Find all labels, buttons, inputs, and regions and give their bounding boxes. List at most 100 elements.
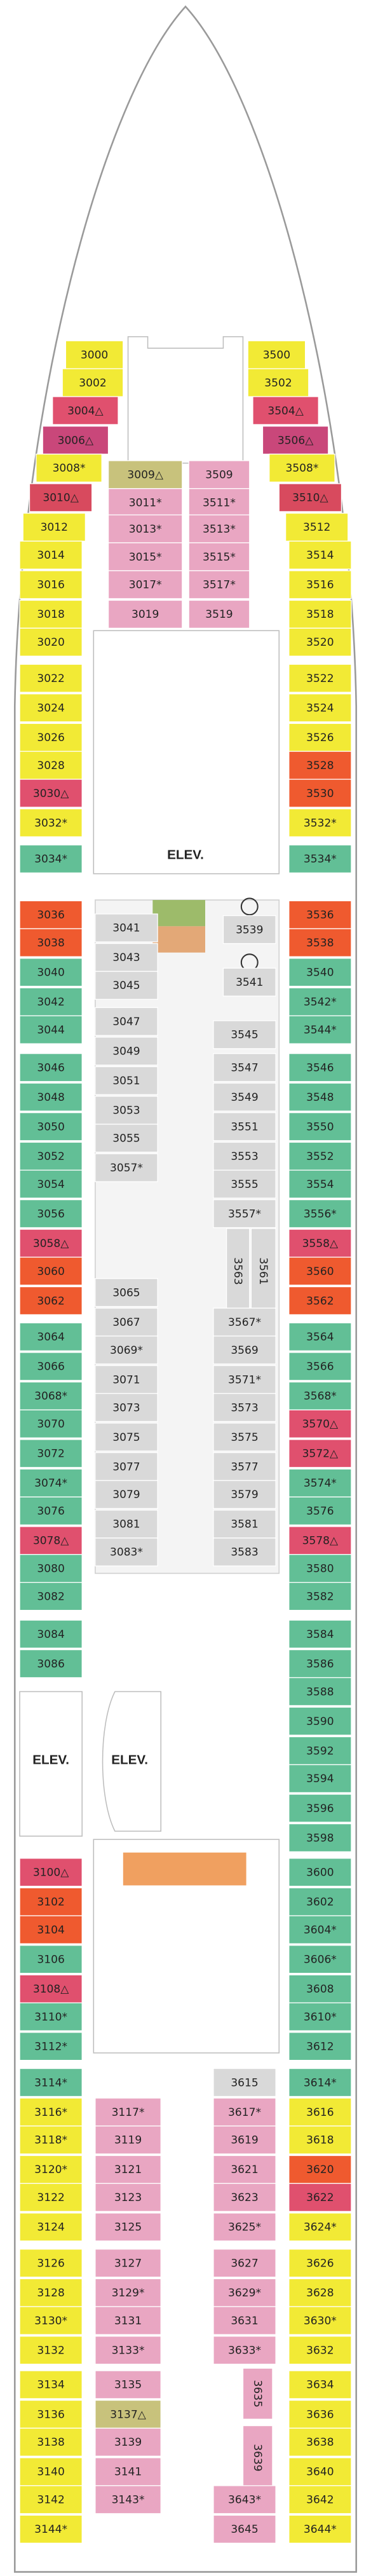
cabin [19,844,83,874]
cabin-label: 3067 [112,1316,140,1329]
cabin-label: 3139 [114,2436,142,2449]
cabin-label: 3616 [306,2106,334,2119]
cabin-label: 3644* [304,2523,337,2536]
cabin-label: 3134 [37,2379,64,2392]
cabin [288,2097,352,2127]
cabin-label: 3547 [231,1061,258,1074]
cabin [19,1053,83,1082]
cabin [22,512,86,542]
cabin-label: 3583 [231,1546,258,1559]
cabin [19,2514,83,2544]
cabin-label: 3540 [306,967,334,979]
cabin [19,808,83,838]
cabin [95,1452,158,1482]
cabin [19,664,83,693]
cabin-label: 3522 [306,672,334,685]
cabin [288,627,352,657]
cabin-label: 3140 [37,2466,64,2479]
cabin [19,723,83,752]
cabin-label: 3629* [228,2287,261,2300]
cabin-label: 3554 [306,1178,334,1191]
cabin [213,1365,276,1394]
cabin-label: 3636 [306,2408,334,2421]
cabin-label: 3626 [306,2258,334,2270]
cabin [288,2485,352,2514]
cabin-label: 3566 [306,1361,334,1373]
cabin [288,1082,352,1112]
cabin [95,1422,158,1452]
cabin [19,900,83,929]
cabin [19,1322,83,1351]
cabin [288,2306,352,2335]
cabin-label: 3510△ [292,492,328,505]
cabin-label: 3596 [306,1803,334,1815]
cabin [242,2368,273,2420]
cabin-label: 3604* [304,1924,337,1937]
cabin-label: 3038 [37,937,64,950]
cabin [288,1858,352,1887]
cabin-label: 3116* [34,2106,67,2119]
cabin-label: 3578△ [302,1535,339,1548]
cabin [288,693,352,723]
cabin-label: 3623 [231,2191,258,2204]
service-area [152,900,206,927]
cabin-label: 3518 [306,608,334,621]
cabin [288,1619,352,1649]
cabin [95,2155,161,2184]
cabin-label: 3129* [112,2287,145,2300]
cabin [213,1020,276,1049]
cabin [288,1112,352,1141]
cabin-label: 3621 [231,2164,258,2176]
cabin [213,1509,276,1539]
cabin [288,1974,352,2003]
cabin [19,1409,83,1438]
cabin-label: 3618 [306,2134,334,2147]
cabin-label: 3124 [37,2221,64,2234]
cabin [95,1278,158,1307]
cabin-label: 3526 [306,732,334,744]
cabin [95,2427,161,2457]
cabin-label: 3070 [37,1418,64,1431]
elevator-label: ELEV. [111,1752,148,1767]
cabin [213,1335,276,1365]
cabin [52,396,119,425]
cabin [19,627,83,657]
cabin [288,2336,352,2365]
cabin [288,2068,352,2097]
cabin-label: 3130* [34,2315,67,2327]
cabin [19,2212,83,2242]
cabin-label: 3133* [112,2344,145,2357]
cabin-label: 3630* [304,2315,337,2327]
cabin-label: 3014 [37,549,64,562]
cabin-label: 3064 [37,1331,64,1344]
cabin-label: 3072 [37,1448,64,1461]
cabin [19,2002,83,2031]
cabin [19,2485,83,2514]
cabin [288,1322,352,1351]
cabin-label: 3569 [231,1344,258,1357]
cabin-label: 3552 [306,1150,334,1163]
cabin-label: 3519 [205,608,233,621]
cabin [19,928,83,957]
cabin [242,2425,273,2490]
cabin [288,2125,352,2155]
cabin-label: 3008* [53,462,86,475]
cabin [252,396,319,425]
cabin [213,2097,276,2127]
cabin [288,1526,352,1555]
cabin-label: 3077 [112,1461,140,1473]
service-area [152,926,206,953]
cabin-label: 3558△ [302,1237,339,1250]
cabin-label: 3635 [251,2380,264,2407]
cabin-label: 3138 [37,2436,64,2449]
cabin [213,2183,276,2212]
cabin-label: 3056 [37,1208,64,1220]
cabin-label: 3508* [286,462,319,475]
cabin [65,340,124,369]
cabin-label: 3022 [37,672,64,685]
cabin [19,1496,83,1525]
cabin [288,723,352,752]
cabin-label: 3619 [231,2134,258,2147]
cabin-label: 3041 [112,922,140,935]
cabin [36,453,102,483]
